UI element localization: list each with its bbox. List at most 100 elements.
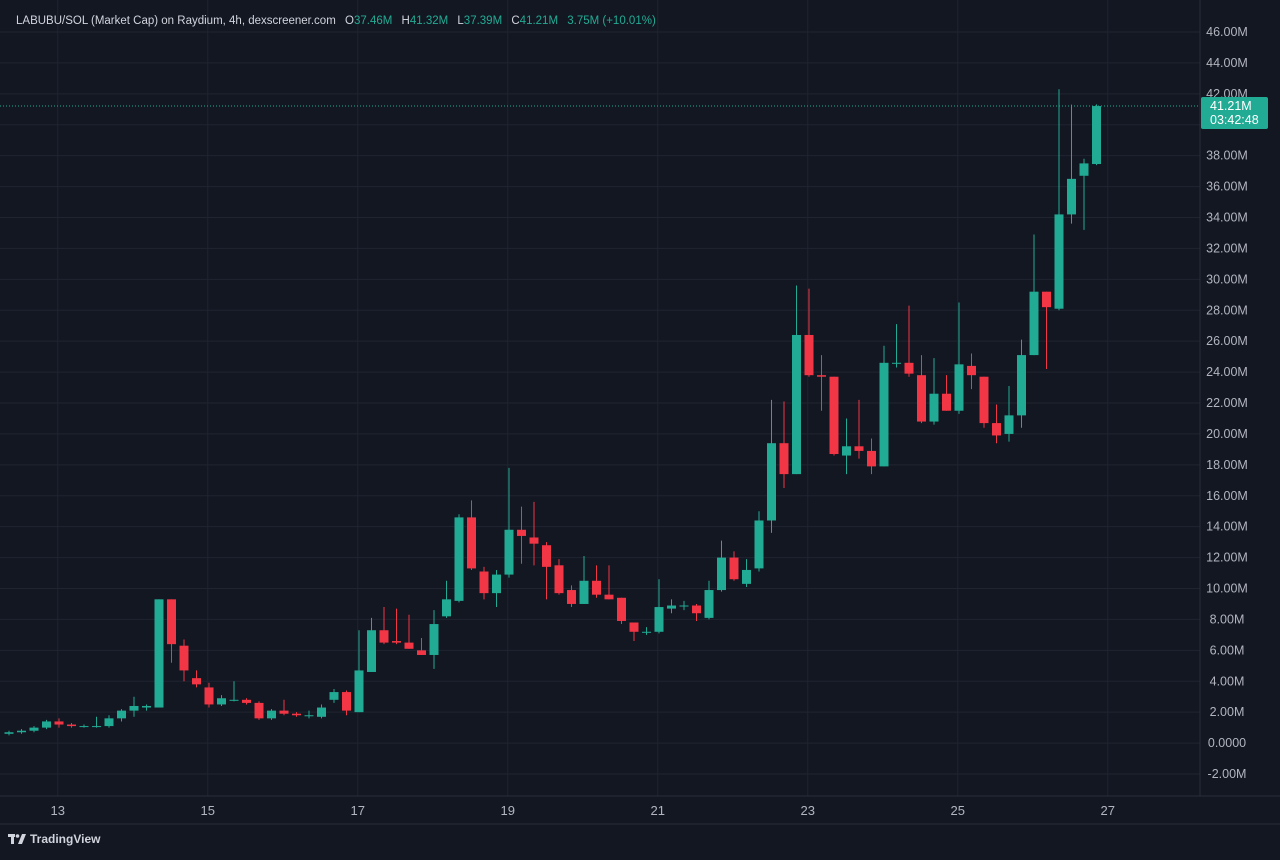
- candle-up[interactable]: [1029, 234, 1039, 356]
- candle-up[interactable]: [929, 358, 939, 425]
- candle-down[interactable]: [1042, 291, 1051, 369]
- candle-down[interactable]: [204, 682, 214, 708]
- candle-down[interactable]: [254, 701, 264, 720]
- candle-body: [54, 721, 64, 725]
- candle-down[interactable]: [179, 639, 189, 682]
- candle-up[interactable]: [92, 716, 101, 728]
- candle-down[interactable]: [467, 500, 476, 570]
- candle-down[interactable]: [867, 438, 876, 475]
- candle-up[interactable]: [1004, 385, 1014, 442]
- candle-down[interactable]: [729, 551, 739, 581]
- candle-up[interactable]: [754, 511, 764, 572]
- candle-down[interactable]: [279, 699, 289, 716]
- candle-up[interactable]: [892, 324, 901, 368]
- candle-up[interactable]: [679, 600, 689, 611]
- candle-down[interactable]: [242, 698, 251, 705]
- time-axis[interactable]: 13 15 17 19 21 23 25 27: [51, 803, 1115, 818]
- candle-up[interactable]: [579, 556, 589, 604]
- candle-up[interactable]: [1067, 104, 1076, 224]
- candle-down[interactable]: [592, 565, 601, 598]
- candle-up[interactable]: [454, 514, 464, 603]
- candle-up[interactable]: [717, 540, 726, 592]
- candle-up[interactable]: [442, 580, 451, 618]
- candle-down[interactable]: [529, 501, 539, 566]
- candle-up[interactable]: [29, 726, 39, 733]
- symbol-title[interactable]: LABUBU/SOL (Market Cap) on Raydium, 4h, …: [16, 15, 336, 27]
- candle-down[interactable]: [817, 355, 826, 411]
- candle-up[interactable]: [104, 715, 114, 728]
- candle-up[interactable]: [4, 730, 14, 736]
- candle-up[interactable]: [642, 627, 651, 635]
- candle-up[interactable]: [367, 617, 376, 672]
- candle-up[interactable]: [354, 630, 364, 713]
- candle-down[interactable]: [542, 542, 551, 600]
- candle-down[interactable]: [829, 376, 839, 456]
- candle-down[interactable]: [804, 288, 814, 377]
- candle-up[interactable]: [229, 681, 239, 702]
- price-axis[interactable]: 46.00M44.00M42.00M40.00M38.00M36.00M34.0…: [1206, 25, 1248, 781]
- candle-up[interactable]: [654, 579, 664, 634]
- candle-down[interactable]: [417, 637, 426, 655]
- close-value: 41.21M: [519, 15, 559, 27]
- candle-down[interactable]: [567, 585, 576, 608]
- candle-up[interactable]: [317, 704, 326, 719]
- candle-up[interactable]: [154, 599, 164, 708]
- candle-down[interactable]: [192, 670, 201, 688]
- candle-up[interactable]: [792, 285, 801, 475]
- candle-up[interactable]: [267, 709, 276, 720]
- candle-up[interactable]: [1079, 158, 1089, 230]
- candle-down[interactable]: [54, 718, 64, 728]
- candle-down[interactable]: [292, 712, 301, 717]
- candle-up[interactable]: [117, 709, 126, 722]
- candle-body: [829, 376, 839, 455]
- price-axis-tick-label: 34.00M: [1206, 211, 1248, 225]
- candle-down[interactable]: [479, 566, 489, 600]
- candle-up[interactable]: [42, 719, 51, 730]
- candle-up[interactable]: [742, 559, 751, 587]
- candle-down[interactable]: [517, 506, 526, 564]
- candle-up[interactable]: [217, 695, 226, 706]
- candle-up[interactable]: [329, 688, 339, 703]
- candle-down[interactable]: [967, 353, 976, 390]
- candle-up[interactable]: [1017, 339, 1026, 428]
- price-axis-tick-label: 2.00M: [1210, 705, 1245, 719]
- candle-up[interactable]: [1092, 104, 1101, 166]
- candle-up[interactable]: [1054, 89, 1064, 311]
- candle-down[interactable]: [392, 608, 401, 645]
- candle-up[interactable]: [767, 399, 776, 533]
- candle-up[interactable]: [704, 580, 714, 620]
- candle-down[interactable]: [854, 399, 864, 459]
- candle-up[interactable]: [879, 345, 889, 467]
- candle-down[interactable]: [904, 305, 914, 377]
- candle-up[interactable]: [954, 302, 964, 414]
- tradingview-logo[interactable]: TradingView: [8, 832, 100, 846]
- candle-up[interactable]: [842, 418, 851, 475]
- candle-down[interactable]: [554, 559, 564, 595]
- candle-up[interactable]: [429, 610, 439, 669]
- candle-up[interactable]: [304, 710, 314, 719]
- candle-up[interactable]: [142, 704, 151, 711]
- candle-up[interactable]: [504, 467, 514, 578]
- candle-down[interactable]: [379, 607, 389, 645]
- candle-down[interactable]: [67, 722, 76, 728]
- candle-up[interactable]: [129, 696, 139, 717]
- candle-down[interactable]: [604, 565, 614, 600]
- candle-down[interactable]: [779, 401, 789, 489]
- candle-down[interactable]: [342, 690, 351, 716]
- candle-down[interactable]: [629, 622, 639, 642]
- candle-down[interactable]: [942, 375, 951, 411]
- candle-up[interactable]: [79, 724, 89, 728]
- candle-down[interactable]: [167, 599, 176, 663]
- candle-down[interactable]: [404, 614, 414, 649]
- candle-down[interactable]: [992, 404, 1001, 444]
- time-axis-tick-label: 15: [201, 803, 215, 818]
- candle-down[interactable]: [917, 355, 926, 424]
- candle-up[interactable]: [492, 569, 501, 608]
- candle-up[interactable]: [17, 729, 26, 734]
- candle-up[interactable]: [667, 599, 676, 614]
- candle-down[interactable]: [979, 376, 989, 428]
- candle-down[interactable]: [617, 597, 626, 625]
- candle-down[interactable]: [692, 603, 701, 621]
